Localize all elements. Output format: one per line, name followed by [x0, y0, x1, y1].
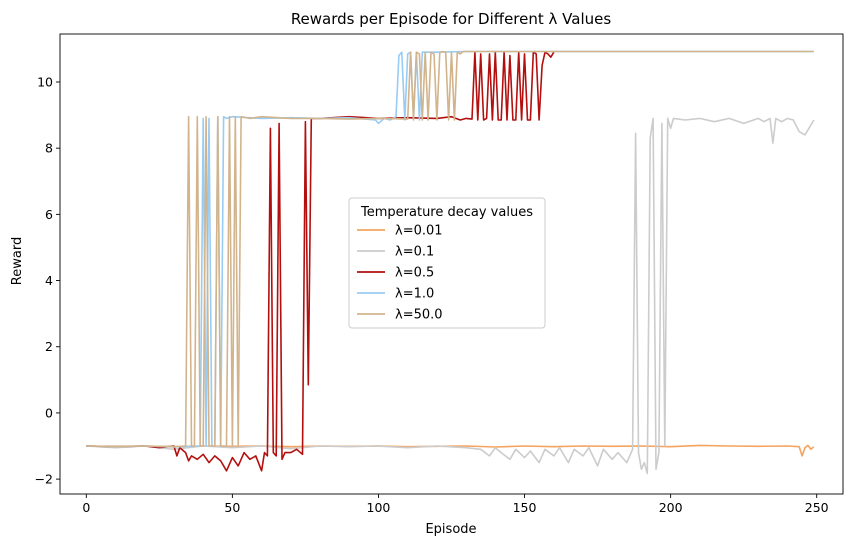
x-tick-label: 200 — [659, 500, 683, 515]
legend-label: λ=0.01 — [395, 224, 443, 239]
y-tick-label: 8 — [45, 141, 53, 156]
legend-label: λ=50.0 — [395, 308, 443, 323]
y-tick-label: 4 — [45, 273, 53, 288]
axes — [59, 33, 844, 495]
x-tick-label: 150 — [513, 500, 537, 515]
y-tick-label: 2 — [45, 339, 53, 354]
series-line-4 — [86, 50, 814, 448]
legend-label: λ=1.0 — [395, 287, 434, 302]
x-tick-label: 250 — [805, 500, 829, 515]
x-tick-label: 50 — [224, 500, 240, 515]
chart-title: Rewards per Episode for Different λ Valu… — [291, 10, 612, 28]
y-tick-label: 6 — [45, 207, 53, 222]
legend-label: λ=0.1 — [395, 245, 434, 260]
y-tick-label: 0 — [45, 405, 53, 420]
x-tick-label: 100 — [367, 500, 391, 515]
axes-frame — [59, 33, 844, 495]
legend-label: λ=0.5 — [395, 266, 434, 281]
plot-lines — [86, 50, 815, 475]
y-tick-label: −2 — [35, 472, 53, 487]
y-axis-label: Reward — [10, 237, 25, 285]
x-tick-label: 0 — [82, 500, 90, 515]
legend-entries: λ=0.01 λ=0.1 λ=0.5 λ=1.0 λ=50.0 — [357, 224, 443, 323]
x-axis-label: Episode — [425, 522, 476, 537]
series-line-1 — [86, 117, 815, 475]
ticks: 0 50 100 150 200 250 −2 0 2 4 6 8 10 — [35, 74, 829, 515]
legend-title: Temperature decay values — [360, 205, 533, 220]
legend: Temperature decay values λ=0.01λ=0.1λ=0.… — [348, 197, 546, 329]
legend-frame — [348, 197, 546, 329]
y-tick-label: 10 — [37, 74, 53, 89]
